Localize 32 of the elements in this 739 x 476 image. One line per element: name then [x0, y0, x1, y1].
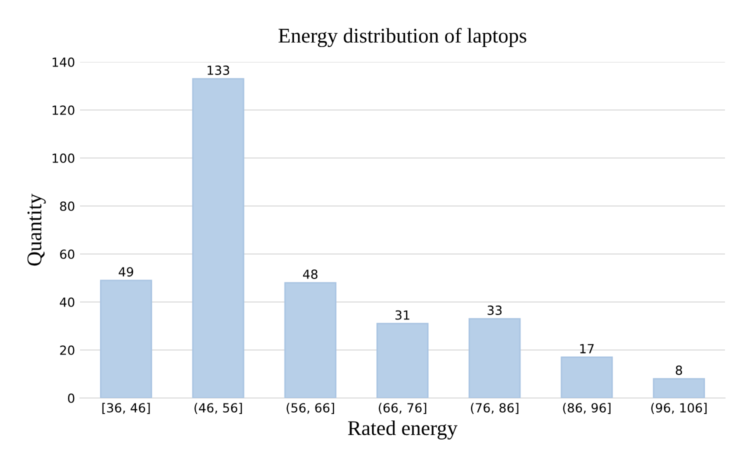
data-label: 33: [488, 306, 502, 315]
x-tick-label: (86, 96]: [563, 402, 610, 414]
y-tick-label: 80: [60, 201, 74, 211]
bar: [192, 78, 244, 398]
x-tick-label: (56, 66]: [286, 402, 334, 414]
y-tick-label: 120: [52, 105, 74, 115]
data-label: 48: [303, 270, 318, 279]
data-label: 31: [396, 310, 410, 320]
x-tick-label: (96, 106]: [651, 402, 707, 414]
bar: [652, 378, 705, 398]
x-axis-title: Rated energy: [348, 420, 458, 440]
y-axis-title: Quantity: [27, 194, 46, 266]
data-label: 17: [580, 344, 594, 354]
x-tick-label: (46, 56]: [194, 402, 242, 414]
y-tick-label: 40: [60, 297, 74, 307]
y-tick-label: 20: [60, 345, 74, 355]
y-tick-label: 0: [68, 393, 74, 403]
y-tick-label: 100: [52, 153, 74, 163]
x-tick-label: (76, 86]: [470, 402, 518, 414]
bar: [468, 318, 521, 398]
data-label: 49: [118, 267, 134, 277]
chart-title: Energy distribution of laptops: [278, 28, 526, 48]
y-tick-label: 140: [52, 57, 74, 67]
y-tick-label: 60: [60, 249, 74, 259]
bar: [284, 282, 336, 398]
x-tick-label: [36, 46]: [102, 402, 150, 414]
data-label: 133: [208, 66, 230, 75]
data-label: 8: [676, 366, 682, 375]
x-tick-label: (66, 76]: [378, 402, 426, 414]
bar: [100, 280, 152, 398]
bar: [376, 322, 429, 398]
bar: [560, 356, 613, 398]
